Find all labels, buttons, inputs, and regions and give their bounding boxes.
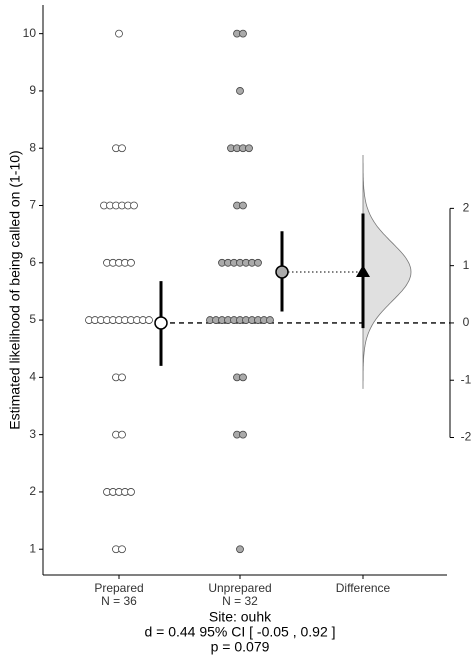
data-point	[239, 201, 247, 210]
x-tick-label: Difference	[336, 581, 391, 595]
n-label: N = 32	[222, 594, 258, 608]
caption: Site: ouhk	[209, 609, 272, 625]
x-tick-label: Prepared	[94, 581, 143, 595]
y2-tick-label: 2	[463, 201, 470, 215]
data-point	[236, 87, 244, 95]
y-tick-label: 7	[29, 198, 36, 212]
caption: p = 0.079	[211, 639, 270, 655]
mean-point	[154, 316, 168, 330]
data-point	[127, 488, 135, 496]
caption: d = 0.44 95% CI [ -0.05 , 0.92 ]	[144, 624, 335, 640]
data-point	[130, 201, 138, 210]
data-point	[127, 258, 135, 267]
data-point	[145, 316, 153, 324]
y-axis-label: Estimated likelihood of being called on …	[7, 150, 23, 429]
y-tick-label: 1	[29, 541, 36, 555]
data-point	[245, 144, 253, 153]
data-point	[254, 258, 262, 267]
y2-tick-label: -2	[461, 430, 472, 444]
difference-density	[362, 155, 412, 389]
data-point	[118, 373, 126, 382]
y-tick-label: 6	[29, 255, 36, 269]
y-tick-label: 3	[29, 427, 36, 441]
data-point	[239, 29, 247, 38]
y2-tick-label: 0	[463, 315, 470, 329]
y-tick-label: 8	[29, 140, 36, 154]
y2-tick-label: -1	[461, 372, 472, 386]
data-point	[239, 373, 247, 382]
y-tick-label: 4	[29, 370, 36, 384]
data-point	[266, 316, 274, 324]
n-label: N = 36	[101, 594, 137, 608]
y-tick-label: 9	[29, 83, 36, 97]
x-tick-label: Unprepared	[208, 581, 271, 595]
mean-point	[275, 265, 289, 279]
y2-tick-label: 1	[463, 258, 470, 272]
difference-point	[356, 264, 370, 277]
data-point	[118, 144, 126, 153]
data-point	[118, 545, 126, 554]
y-tick-label: 5	[29, 312, 36, 326]
y-tick-label: 10	[23, 26, 37, 40]
y-tick-label: 2	[29, 484, 36, 498]
data-point	[118, 430, 126, 439]
data-point	[239, 430, 247, 439]
data-point	[115, 29, 123, 38]
data-point	[236, 545, 244, 554]
